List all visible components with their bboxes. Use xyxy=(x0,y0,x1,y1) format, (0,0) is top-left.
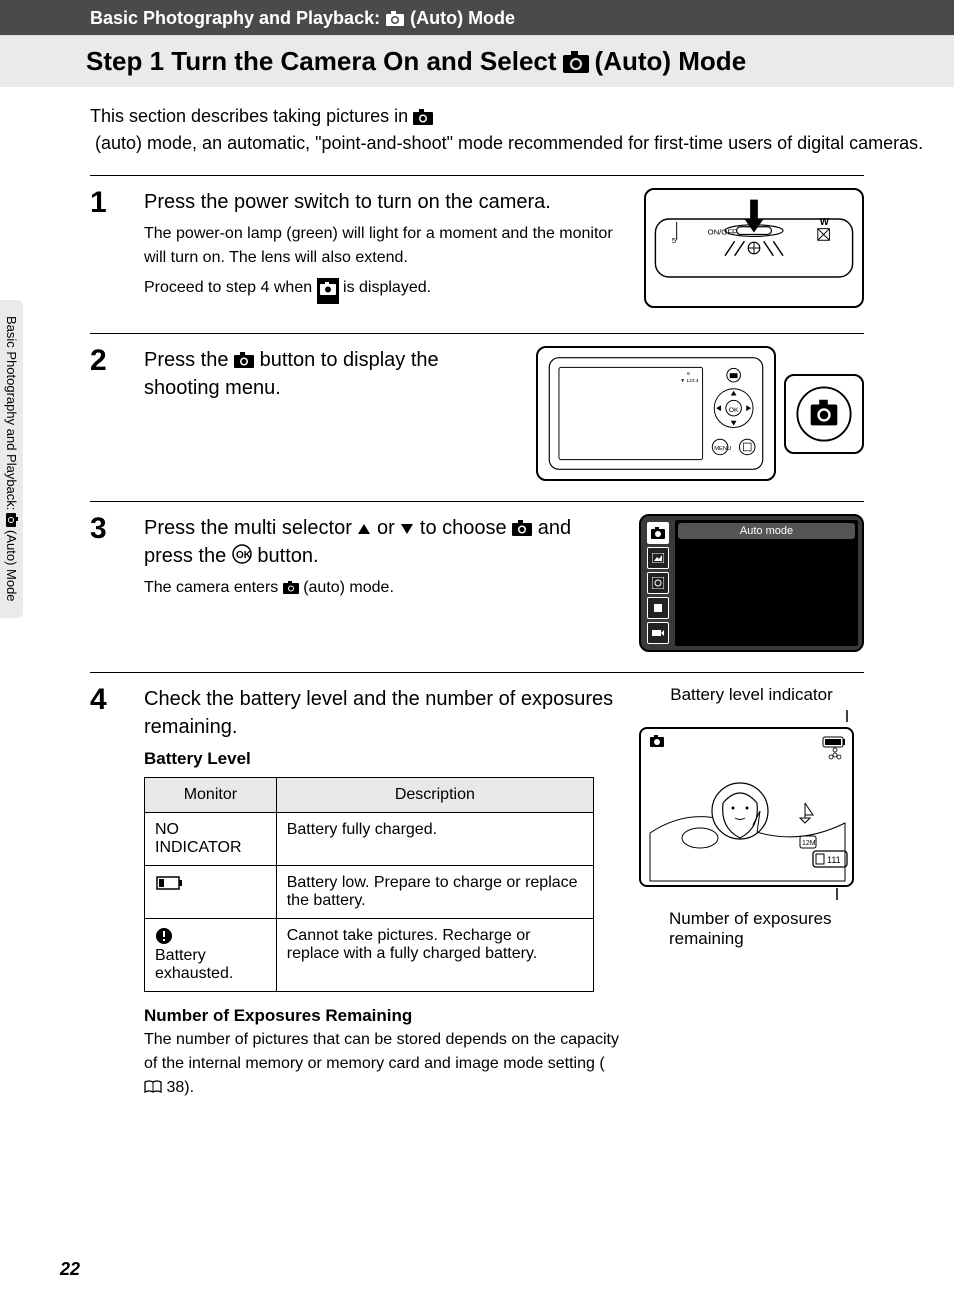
camera-icon xyxy=(512,520,532,536)
menu-item-subject xyxy=(647,597,669,619)
menu-panel: Auto mode xyxy=(675,520,858,646)
up-triangle-icon xyxy=(357,522,371,536)
main-content: This section describes taking pictures i… xyxy=(0,87,954,1100)
step-title: Check the battery level and the number o… xyxy=(144,685,619,741)
onoff-label: ON/OFF xyxy=(708,227,737,236)
t2a: Press the xyxy=(144,349,234,371)
breadcrumb-bar: Basic Photography and Playback: (Auto) M… xyxy=(0,0,954,35)
ok-button-icon: OK xyxy=(232,544,252,564)
lcd-preview: 12M 111 xyxy=(639,727,854,887)
svg-text:▼ 123.4: ▼ 123.4 xyxy=(680,378,699,384)
s3sb: (auto) mode. xyxy=(303,579,394,596)
step-3: 3 Press the multi selector or to choose … xyxy=(90,501,864,672)
td-monitor xyxy=(145,866,277,919)
step-sub2: Proceed to step 4 when is displayed. xyxy=(144,276,624,304)
warning-icon xyxy=(155,927,173,945)
th-desc: Description xyxy=(276,778,593,813)
exposures-count: 111 xyxy=(827,855,841,865)
table-row: NO INDICATOR Battery fully charged. xyxy=(145,813,594,866)
page-number: 22 xyxy=(60,1259,80,1280)
intro-part2: (auto) mode, an automatic, "point-and-sh… xyxy=(90,130,923,157)
w-label: W xyxy=(820,217,830,228)
battery-low-icon xyxy=(155,874,185,892)
camera-icon xyxy=(234,352,254,368)
table-row: Battery low. Prepare to charge or replac… xyxy=(145,866,594,919)
step3-illustration: Auto mode xyxy=(639,514,864,652)
step4-illustration: Battery level indicator xyxy=(639,685,864,1100)
svg-text:8: 8 xyxy=(687,371,690,377)
pa: The number of pictures that can be store… xyxy=(144,1031,619,1072)
table-header-row: Monitor Description xyxy=(145,778,594,813)
menu-item-auto xyxy=(647,522,669,544)
td-desc: Battery fully charged. xyxy=(276,813,593,866)
side-prefix: Basic Photography and Playback: xyxy=(4,316,19,510)
td-monitor: Battery exhausted. xyxy=(145,919,277,992)
menu-item-smile xyxy=(647,572,669,594)
pb: 38). xyxy=(166,1079,194,1096)
camera-icon xyxy=(563,51,589,73)
page-title-bar: Step 1 Turn the Camera On and Select (Au… xyxy=(0,35,954,87)
subhead-exposures: Number of Exposures Remaining xyxy=(144,1006,619,1026)
menu-icon-strip xyxy=(645,520,671,646)
battery-exhausted: Battery exhausted. xyxy=(155,947,233,982)
breadcrumb-prefix: Basic Photography and Playback: xyxy=(90,8,380,29)
title-suffix: (Auto) Mode xyxy=(595,46,747,77)
intro-part1: This section describes taking pictures i… xyxy=(90,103,413,130)
svg-text:OK: OK xyxy=(729,407,739,414)
step1-illustration: ON/OFF W 5 xyxy=(644,188,864,313)
step-sub: The camera enters (auto) mode. xyxy=(144,576,619,600)
t3c: to choose xyxy=(420,517,512,539)
menu-item-scene xyxy=(647,547,669,569)
step-number: 1 xyxy=(90,188,124,313)
menu-item-movie xyxy=(647,622,669,644)
step-sub1: The power-on lamp (green) will light for… xyxy=(144,222,624,270)
s3sa: The camera enters xyxy=(144,579,283,596)
svg-text:MENU: MENU xyxy=(714,446,731,452)
camera-icon xyxy=(413,109,433,125)
down-triangle-icon xyxy=(400,522,414,536)
side-tab: Basic Photography and Playback: (Auto) M… xyxy=(0,300,23,618)
svg-text:OK: OK xyxy=(236,550,252,561)
side-suffix: (Auto) Mode xyxy=(4,530,19,602)
callout-battery: Battery level indicator xyxy=(639,685,864,705)
callout-exposures: Number of exposures remaining xyxy=(639,909,864,949)
book-icon xyxy=(144,1080,162,1094)
t3b: or xyxy=(377,517,400,539)
svg-text:5: 5 xyxy=(672,236,676,245)
step-sub2b: is displayed. xyxy=(343,279,431,296)
t3a: Press the multi selector xyxy=(144,517,357,539)
step-title: Press the multi selector or to choose an… xyxy=(144,514,619,570)
camera-icon xyxy=(317,278,339,304)
step-sub2a: Proceed to step 4 when xyxy=(144,279,317,296)
step-number: 4 xyxy=(90,685,124,1100)
camera-icon xyxy=(283,581,299,594)
step-number: 2 xyxy=(90,346,124,481)
menu-screen: Auto mode xyxy=(639,514,864,652)
svg-text:12M: 12M xyxy=(802,840,816,847)
subhead-battery: Battery Level xyxy=(144,749,619,769)
camera-icon xyxy=(386,11,404,26)
camera-icon xyxy=(6,513,18,527)
step-title: Press the button to display the shooting… xyxy=(144,346,516,402)
step-number: 3 xyxy=(90,514,124,652)
exposures-para: The number of pictures that can be store… xyxy=(144,1028,619,1100)
step2-illustration: 8 ▼ 123.4 OK MENU xyxy=(536,346,864,481)
step-4: 4 Check the battery level and the number… xyxy=(90,672,864,1100)
title-prefix: Step 1 Turn the Camera On and Select xyxy=(86,46,557,77)
menu-label: Auto mode xyxy=(678,523,855,539)
step-title: Press the power switch to turn on the ca… xyxy=(144,188,624,216)
side-tab-text: Basic Photography and Playback: (Auto) M… xyxy=(4,316,19,602)
td-monitor: NO INDICATOR xyxy=(145,813,277,866)
intro-paragraph: This section describes taking pictures i… xyxy=(90,103,864,157)
td-desc: Cannot take pictures. Recharge or replac… xyxy=(276,919,593,992)
breadcrumb-suffix: (Auto) Mode xyxy=(410,8,515,29)
step-1: 1 Press the power switch to turn on the … xyxy=(90,175,864,333)
table-row: Battery exhausted. Cannot take pictures.… xyxy=(145,919,594,992)
t3e: button. xyxy=(257,545,318,567)
battery-table: Monitor Description NO INDICATOR Battery… xyxy=(144,777,594,992)
th-monitor: Monitor xyxy=(145,778,277,813)
step-2: 2 Press the button to display the shooti… xyxy=(90,333,864,501)
td-desc: Battery low. Prepare to charge or replac… xyxy=(276,866,593,919)
